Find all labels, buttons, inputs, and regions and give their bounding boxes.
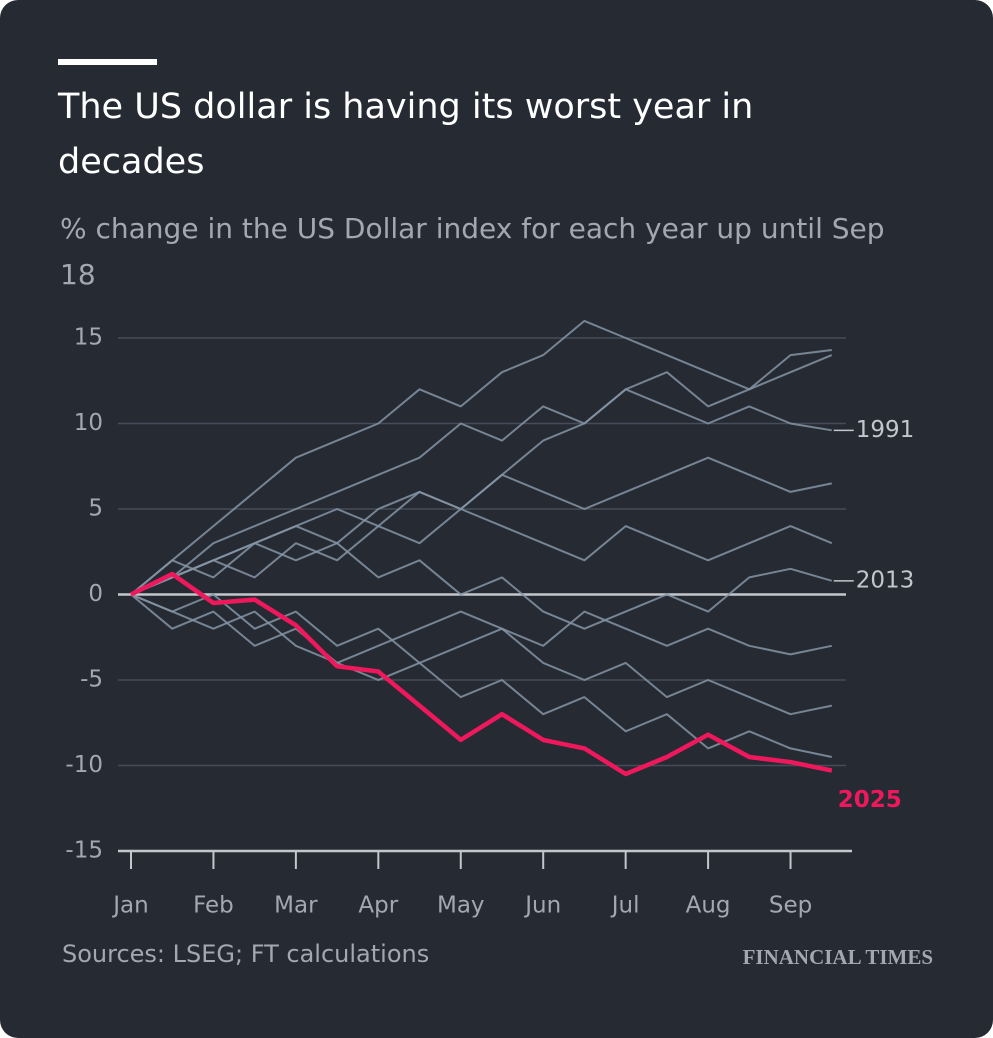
y-tick-label: -15 — [65, 838, 103, 864]
y-tick-label: 15 — [74, 325, 103, 351]
series-line — [130, 593, 833, 758]
x-tick-label: Jul — [610, 893, 640, 919]
series-line — [130, 593, 833, 664]
chart-title: The US dollar is having its worst year i… — [58, 87, 754, 182]
series-label: 2025 — [838, 787, 902, 813]
series-line — [130, 542, 833, 630]
y-tick-label: 10 — [74, 410, 103, 436]
y-tick-label: 5 — [88, 496, 103, 522]
x-tick-label: Aug — [686, 893, 731, 919]
y-tick-label: 0 — [88, 581, 103, 607]
x-tick-label: Mar — [274, 893, 318, 919]
series-label: 2013 — [856, 567, 915, 593]
x-tick-label: May — [437, 893, 485, 919]
series-line — [130, 456, 833, 596]
x-tick-label: Feb — [193, 893, 234, 919]
chart-subtitle: % change in the US Dollar index for each… — [60, 212, 885, 291]
series-line — [130, 593, 833, 716]
series-label: 1991 — [856, 417, 915, 443]
title-bar — [58, 59, 157, 65]
series-line — [130, 319, 832, 596]
x-tick-label: Jun — [523, 893, 561, 919]
series-line — [130, 508, 833, 596]
x-tick-label: Apr — [358, 893, 398, 919]
series-line — [130, 388, 832, 596]
x-tick-label: Jan — [111, 893, 148, 919]
y-tick-label: -10 — [65, 752, 103, 778]
series-line — [130, 354, 833, 596]
y-tick-label: -5 — [80, 667, 103, 693]
source: Sources: LSEG; FT calculations — [62, 940, 430, 968]
series-line — [129, 571, 833, 777]
x-tick-label: Sep — [769, 893, 812, 919]
brand: FINANCIAL TIMES — [742, 945, 933, 969]
